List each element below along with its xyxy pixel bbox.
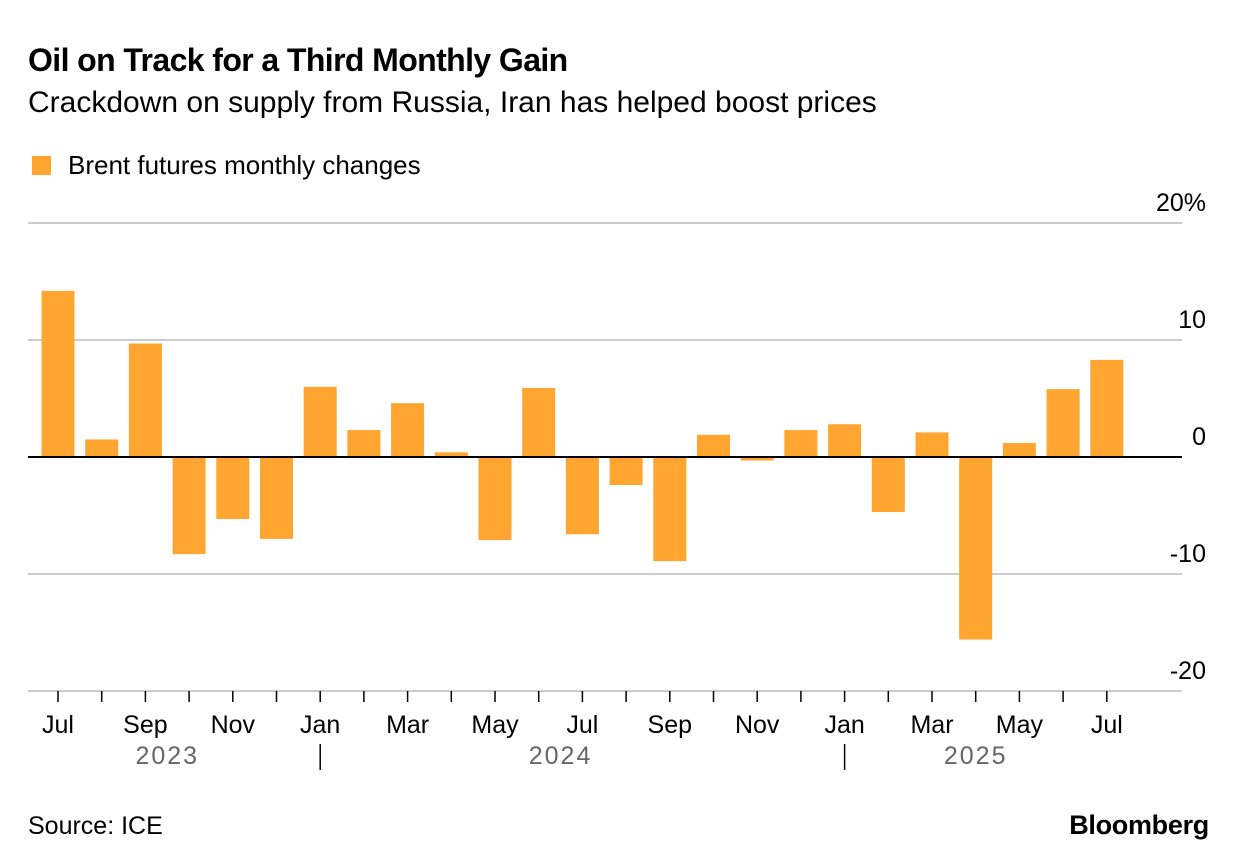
- x-tick-label: Jul: [1091, 711, 1123, 739]
- bar: [172, 457, 206, 555]
- x-tick-label: Sep: [648, 711, 692, 739]
- bar: [784, 430, 818, 457]
- x-tick-label: Sep: [123, 711, 167, 739]
- bar: [434, 452, 468, 457]
- bar: [1090, 359, 1124, 457]
- bar: [216, 457, 250, 520]
- x-tick-label: Jul: [566, 711, 598, 739]
- x-tick-label: May: [471, 711, 519, 739]
- chart-title: Oil on Track for a Third Monthly Gain: [28, 42, 568, 78]
- bar: [915, 432, 949, 457]
- y-tick-label: -10: [1170, 540, 1206, 568]
- y-tick-label: 10: [1178, 306, 1206, 334]
- legend-swatch: [32, 156, 51, 175]
- brand-logo: Bloomberg: [1069, 810, 1209, 840]
- bar: [260, 457, 293, 539]
- chart-subtitle: Crackdown on supply from Russia, Iran ha…: [28, 86, 877, 119]
- x-tick-label: Nov: [211, 711, 256, 739]
- x-tick-label: Jul: [42, 711, 74, 739]
- year-label: 2024: [529, 742, 593, 770]
- bar: [85, 439, 119, 457]
- bar: [740, 457, 774, 461]
- year-label: 2023: [135, 742, 199, 770]
- y-tick-label: -20: [1170, 657, 1206, 685]
- year-label: 2025: [944, 742, 1008, 770]
- bar: [1002, 442, 1036, 457]
- x-tick-label: May: [996, 711, 1044, 739]
- bar: [653, 457, 687, 562]
- x-tick-label: Jan: [300, 711, 340, 739]
- bar: [391, 403, 425, 457]
- bar: [565, 457, 599, 535]
- bar: [871, 457, 905, 512]
- source-note: Source: ICE: [28, 812, 163, 840]
- y-tick-label: 0: [1192, 423, 1206, 451]
- x-tick-label: Mar: [386, 711, 429, 739]
- x-tick-label: Nov: [735, 711, 780, 739]
- x-tick-label: Jan: [824, 711, 864, 739]
- bar: [959, 457, 993, 640]
- bar: [41, 290, 75, 457]
- bar: [697, 434, 730, 457]
- bar: [347, 430, 381, 457]
- x-tick-label: Mar: [910, 711, 953, 739]
- bar: [303, 386, 337, 457]
- bar: [828, 424, 862, 457]
- y-tick-label: 20%: [1156, 189, 1206, 217]
- bar: [522, 387, 556, 457]
- legend: Brent futures monthly changes: [32, 150, 421, 181]
- bar: [478, 457, 512, 541]
- legend-label: Brent futures monthly changes: [68, 150, 421, 180]
- bar: [609, 457, 643, 486]
- bar: [1046, 389, 1080, 457]
- bar: [128, 343, 162, 457]
